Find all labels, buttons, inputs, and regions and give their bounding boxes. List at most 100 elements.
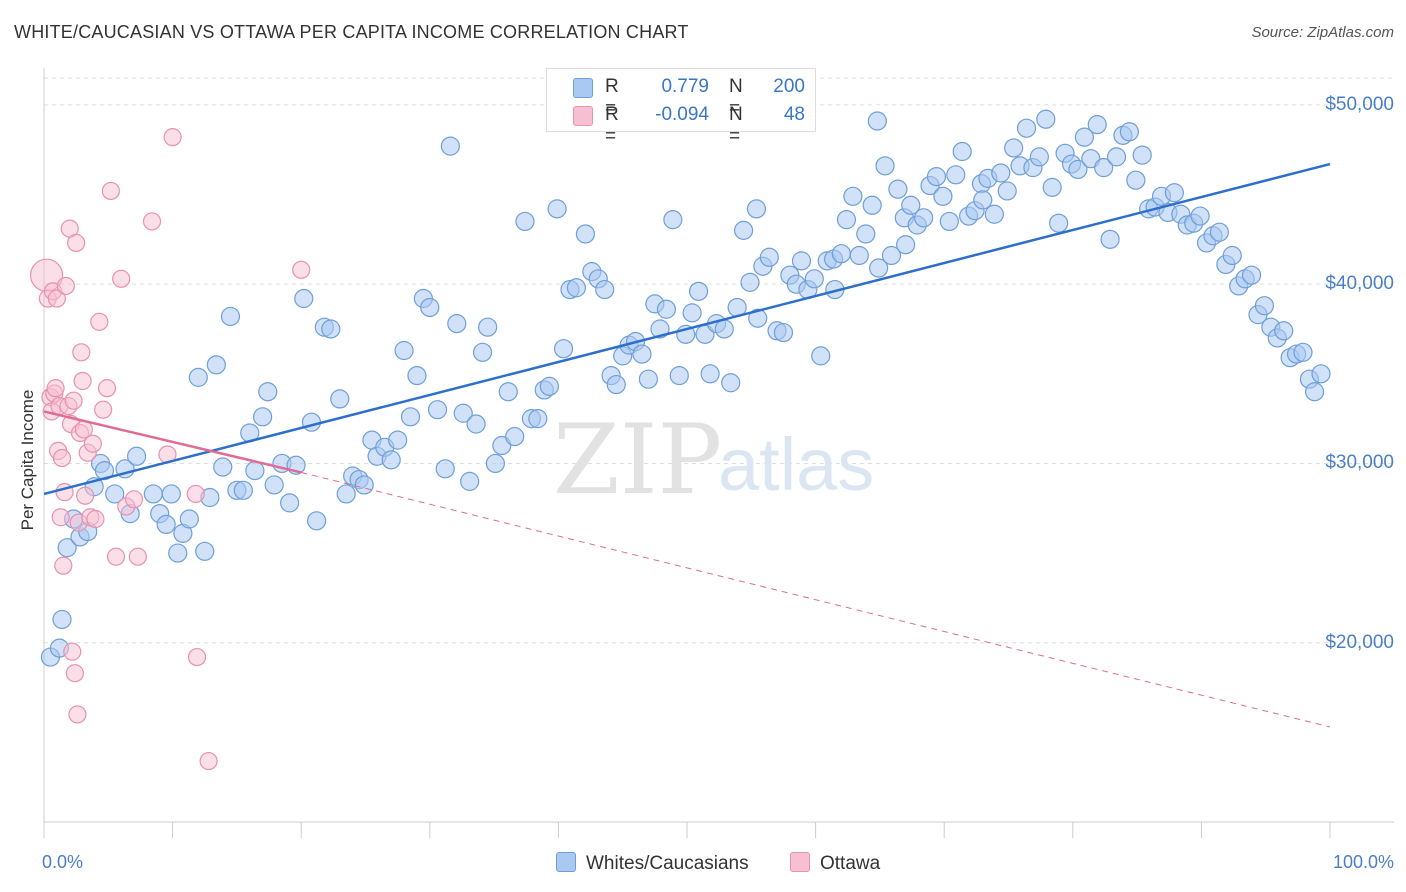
whites-point <box>440 136 460 156</box>
bottom-legend-swatch-ottawa <box>790 852 810 872</box>
ottawa-point <box>72 343 91 362</box>
y-tick-label: $40,000 <box>1325 273 1394 295</box>
whites-point <box>682 303 702 323</box>
axes <box>43 68 1394 838</box>
whites-point <box>460 471 480 491</box>
series-whites-points <box>40 109 1331 667</box>
whites-point <box>606 374 626 395</box>
ottawa-point <box>47 289 66 308</box>
legend-n-value: 48 <box>783 104 805 125</box>
whites-point <box>1094 158 1114 178</box>
whites-point <box>867 111 887 131</box>
whites-point <box>881 245 902 266</box>
ottawa-point <box>54 556 73 575</box>
ottawa-point <box>112 269 131 288</box>
whites-point <box>926 167 947 187</box>
ottawa-point <box>68 705 87 724</box>
whites-point <box>1106 147 1127 167</box>
whites-point <box>478 317 498 337</box>
trend-lines <box>43 162 1331 728</box>
ottawa-point <box>292 260 311 279</box>
whites-point <box>632 344 652 364</box>
whites-point <box>566 278 587 298</box>
ottawa-point <box>124 490 144 509</box>
whites-point <box>161 484 181 504</box>
ottawa-point <box>142 212 162 231</box>
whites-point <box>515 211 535 232</box>
whites-point <box>1068 159 1088 180</box>
x-tick-label-max: 100.0% <box>1332 852 1394 872</box>
legend-r-label: R = <box>605 104 619 147</box>
whites-point <box>105 484 125 504</box>
whites-point <box>939 211 959 232</box>
whites-point <box>505 426 525 447</box>
whites-point <box>1036 109 1056 129</box>
whites-point <box>811 346 831 366</box>
legend-r-value: -0.094 <box>655 104 709 125</box>
bottom-legend-whites: Whites/Caucasians <box>556 852 749 875</box>
whites-point <box>804 269 824 289</box>
whites-point <box>407 366 427 386</box>
whites-point <box>1254 296 1275 316</box>
whites-point <box>553 339 574 359</box>
whites-point <box>156 514 176 535</box>
whites-point <box>740 272 760 292</box>
whites-point <box>547 199 567 219</box>
whites-point <box>301 412 322 432</box>
whites-point <box>245 461 265 481</box>
whites-point <box>663 210 683 230</box>
whites-point <box>1119 122 1139 142</box>
whites-point <box>1074 127 1094 147</box>
legend-r-value: 0.779 <box>661 76 709 97</box>
bottom-legend-label-whites: Whites/Caucasians <box>586 853 749 874</box>
whites-point <box>427 400 448 420</box>
ottawa-point <box>94 400 113 419</box>
whites-point <box>294 288 314 309</box>
ottawa-point <box>199 751 218 771</box>
ottawa-point <box>65 664 84 683</box>
whites-point <box>466 414 486 434</box>
whites-point <box>849 245 869 266</box>
whites-point <box>354 475 374 495</box>
whites-point <box>721 373 741 393</box>
whites-point <box>1311 364 1331 384</box>
whites-point <box>435 459 455 479</box>
x-tick-label-min: 0.0% <box>42 852 84 872</box>
whites-point <box>748 308 768 328</box>
whites-trend-line <box>43 162 1331 496</box>
whites-point <box>843 186 863 206</box>
whites-point <box>498 382 518 402</box>
whites-point <box>206 355 226 375</box>
whites-point <box>420 297 440 318</box>
whites-point <box>1222 245 1242 266</box>
ottawa-point <box>106 547 126 566</box>
whites-point <box>321 319 341 339</box>
whites-point <box>656 299 677 319</box>
whites-point <box>336 484 356 504</box>
whites-point <box>746 199 767 219</box>
whites-point <box>1132 145 1152 165</box>
whites-point <box>984 204 1004 224</box>
whites-point <box>946 165 966 185</box>
ottawa-point <box>56 276 75 296</box>
whites-point <box>1241 265 1262 285</box>
y-tick-label: $30,000 <box>1325 452 1394 474</box>
ottawa-point <box>73 371 92 391</box>
whites-point <box>1274 321 1294 341</box>
bottom-legend-label-ottawa: Ottawa <box>820 853 881 874</box>
whites-point <box>1087 115 1107 135</box>
whites-point <box>973 190 993 210</box>
legend-n-label: N = <box>729 104 743 147</box>
whites-point <box>575 224 596 244</box>
whites-point <box>856 224 876 244</box>
whites-point <box>400 407 421 427</box>
whites-point <box>638 369 659 389</box>
whites-point <box>1100 229 1120 249</box>
bottom-legend-swatch-whites <box>556 852 576 872</box>
whites-point <box>997 181 1017 201</box>
legend-swatch-whites <box>573 78 593 98</box>
whites-point <box>1190 206 1210 226</box>
whites-point <box>933 186 953 206</box>
whites-point <box>1304 382 1325 402</box>
whites-point <box>791 251 812 271</box>
